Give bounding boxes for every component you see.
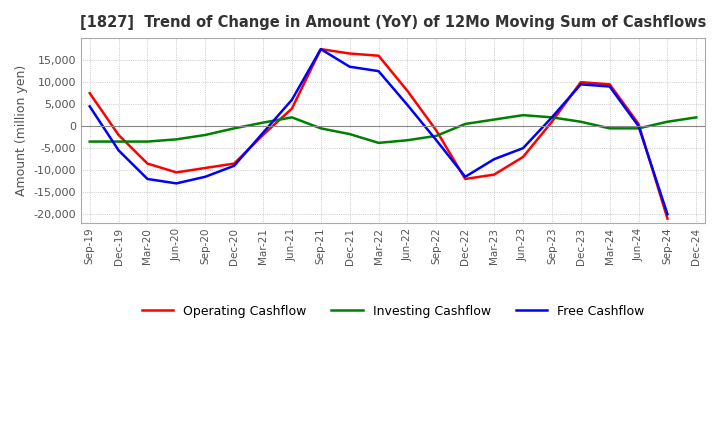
Operating Cashflow xyxy=(346,51,354,56)
Investing Cashflow xyxy=(461,121,469,127)
Operating Cashflow xyxy=(172,170,181,175)
Investing Cashflow xyxy=(317,126,325,131)
Investing Cashflow xyxy=(172,137,181,142)
Free Cashflow xyxy=(346,64,354,70)
Operating Cashflow xyxy=(663,216,672,221)
Free Cashflow xyxy=(403,103,412,108)
Operating Cashflow xyxy=(461,176,469,182)
Free Cashflow xyxy=(432,138,441,143)
Line: Free Cashflow: Free Cashflow xyxy=(90,49,667,214)
Investing Cashflow xyxy=(548,115,557,120)
Title: [1827]  Trend of Change in Amount (YoY) of 12Mo Moving Sum of Cashflows: [1827] Trend of Change in Amount (YoY) o… xyxy=(80,15,706,30)
Investing Cashflow xyxy=(577,119,585,125)
Operating Cashflow xyxy=(258,132,267,138)
Free Cashflow xyxy=(374,69,383,74)
Operating Cashflow xyxy=(230,161,238,166)
Free Cashflow xyxy=(606,84,614,89)
Line: Operating Cashflow: Operating Cashflow xyxy=(90,49,667,219)
Operating Cashflow xyxy=(201,165,210,171)
Operating Cashflow xyxy=(548,119,557,125)
Investing Cashflow xyxy=(606,126,614,131)
Line: Investing Cashflow: Investing Cashflow xyxy=(90,115,696,143)
Investing Cashflow xyxy=(403,138,412,143)
Operating Cashflow xyxy=(287,106,296,111)
Legend: Operating Cashflow, Investing Cashflow, Free Cashflow: Operating Cashflow, Investing Cashflow, … xyxy=(137,300,649,323)
Investing Cashflow xyxy=(201,132,210,138)
Free Cashflow xyxy=(287,97,296,103)
Investing Cashflow xyxy=(86,139,94,144)
Investing Cashflow xyxy=(692,115,701,120)
Free Cashflow xyxy=(461,174,469,180)
Operating Cashflow xyxy=(432,128,441,133)
Free Cashflow xyxy=(143,176,152,182)
Operating Cashflow xyxy=(490,172,498,177)
Free Cashflow xyxy=(114,148,123,153)
Investing Cashflow xyxy=(518,113,527,118)
Investing Cashflow xyxy=(346,132,354,137)
Free Cashflow xyxy=(548,115,557,120)
Investing Cashflow xyxy=(374,140,383,146)
Free Cashflow xyxy=(172,181,181,186)
Operating Cashflow xyxy=(317,47,325,52)
Operating Cashflow xyxy=(577,80,585,85)
Free Cashflow xyxy=(634,124,643,129)
Operating Cashflow xyxy=(634,121,643,127)
Investing Cashflow xyxy=(490,117,498,122)
Operating Cashflow xyxy=(518,154,527,160)
Free Cashflow xyxy=(230,163,238,169)
Operating Cashflow xyxy=(403,88,412,94)
Y-axis label: Amount (million yen): Amount (million yen) xyxy=(15,65,28,196)
Investing Cashflow xyxy=(663,119,672,125)
Free Cashflow xyxy=(518,146,527,151)
Free Cashflow xyxy=(317,47,325,52)
Free Cashflow xyxy=(258,130,267,136)
Operating Cashflow xyxy=(606,82,614,87)
Investing Cashflow xyxy=(114,139,123,144)
Investing Cashflow xyxy=(634,126,643,131)
Free Cashflow xyxy=(490,157,498,162)
Investing Cashflow xyxy=(258,120,267,125)
Investing Cashflow xyxy=(143,139,152,144)
Free Cashflow xyxy=(86,104,94,109)
Investing Cashflow xyxy=(230,126,238,131)
Free Cashflow xyxy=(201,174,210,180)
Operating Cashflow xyxy=(143,161,152,166)
Operating Cashflow xyxy=(114,132,123,138)
Free Cashflow xyxy=(577,82,585,87)
Investing Cashflow xyxy=(432,133,441,139)
Free Cashflow xyxy=(663,212,672,217)
Investing Cashflow xyxy=(287,115,296,120)
Operating Cashflow xyxy=(374,53,383,59)
Operating Cashflow xyxy=(86,91,94,96)
